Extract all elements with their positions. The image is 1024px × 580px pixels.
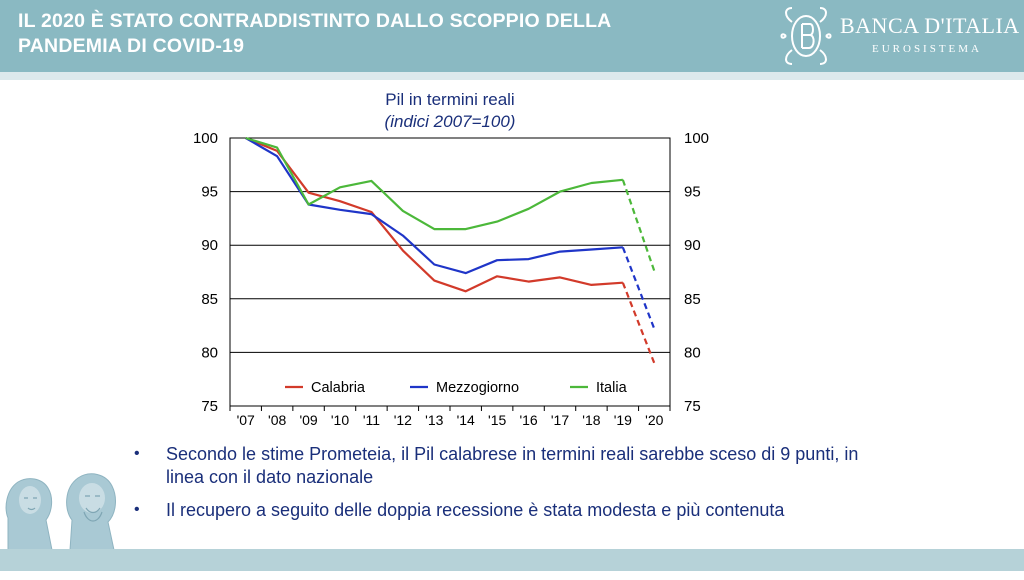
x-tick-label: '16 (519, 412, 537, 428)
series-dashed-segment-italia (621, 179, 656, 272)
plot-area (229, 137, 671, 407)
y-tick-label-left: 95 (201, 184, 218, 201)
series-dashed-segment-mezzogiorno (621, 246, 656, 330)
x-tick-label: '15 (488, 412, 506, 428)
series-line-italia (245, 136, 624, 231)
slide-title: IL 2020 È STATO CONTRADDISTINTO DALLO SC… (18, 9, 678, 59)
bullet-text-line2: linea con il dato nazionale (166, 467, 374, 487)
y-tick-label-left: 80 (201, 344, 218, 361)
bullet-text-line1: Secondo le stime Prometeia, il Pil calab… (166, 444, 859, 464)
x-tick-label: '20 (645, 412, 663, 428)
bullet-dot-icon: • (134, 501, 140, 518)
banca-italia-emblem-icon (780, 7, 832, 65)
y-tick-label-left: 100 (193, 130, 218, 147)
bullet-item: • Secondo le stime Prometeia, il Pil cal… (130, 443, 960, 489)
y-tick-label-left: 85 (201, 291, 218, 308)
slide-title-line1: IL 2020 È STATO CONTRADDISTINTO DALLO SC… (18, 10, 612, 32)
y-tick-label-right: 80 (684, 344, 701, 361)
chart-subtitle: (indici 2007=100) (384, 112, 516, 131)
bullet-list: • Secondo le stime Prometeia, il Pil cal… (130, 443, 960, 532)
x-tick-label: '18 (582, 412, 600, 428)
x-tick-label: '08 (268, 412, 286, 428)
x-tick-label: '17 (551, 412, 569, 428)
y-tick-label-right: 75 (684, 398, 701, 415)
y-tick-label-right: 90 (684, 237, 701, 254)
bullet-text-line1: Il recupero a seguito delle doppia reces… (166, 500, 785, 520)
series-dashed-segment-calabria (621, 282, 656, 364)
x-tick-label: '13 (425, 412, 443, 428)
header-strip (0, 72, 1024, 80)
legend-label: Calabria (311, 380, 366, 396)
y-tick-label-right: 85 (684, 291, 701, 308)
y-tick-label-right: 95 (684, 184, 701, 201)
y-tick-label-left: 75 (201, 398, 218, 415)
x-tick-label: '19 (614, 412, 632, 428)
x-tick-label: '14 (457, 412, 475, 428)
line-chart: 75 75 80 80 85 85 90 90 95 95 100 100 '07 '08 '09 '10 '1… (193, 130, 709, 428)
slide-title-line2: PANDEMIA DI COVID-19 (18, 35, 245, 57)
footer-line (0, 571, 1024, 580)
x-tick-label: '09 (299, 412, 317, 428)
series-line-calabria (245, 136, 623, 293)
footer-band (0, 549, 1024, 571)
bank-subtitle: EUROSISTEMA (872, 43, 983, 55)
x-tick-label: '12 (394, 412, 412, 428)
x-tick-label: '07 (237, 412, 255, 428)
riace-bronzes-icon (5, 473, 116, 550)
x-tick-label: '11 (363, 412, 380, 428)
legend-label: Italia (596, 380, 628, 396)
x-tick-label: '10 (331, 412, 349, 428)
chart-title: Pil in termini reali (385, 90, 515, 109)
y-tick-label-left: 90 (201, 237, 218, 254)
bullet-dot-icon: • (134, 445, 140, 462)
bank-name: BANCA D'ITALIA (840, 13, 1020, 38)
slide-header: IL 2020 È STATO CONTRADDISTINTO DALLO SC… (0, 0, 1024, 72)
bullet-item: • Il recupero a seguito delle doppia rec… (130, 499, 960, 522)
y-tick-label-right: 100 (684, 130, 709, 147)
legend-label: Mezzogiorno (436, 380, 519, 396)
